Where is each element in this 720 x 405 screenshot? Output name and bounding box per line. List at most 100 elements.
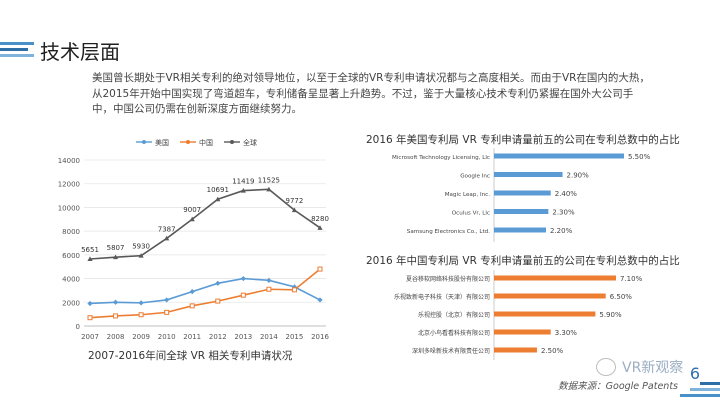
us-ranking-chart: Microsoft Technology Licensing, Llc 5.50%… [392,148,651,242]
series-line-0 [89,277,321,305]
category-label: Google Inc [460,174,490,180]
x-tick-label: 2010 [158,333,176,341]
data-label: 8280 [311,215,329,223]
legend-item: 美国 [136,138,169,147]
data-point [291,287,297,293]
data-label: 7387 [158,225,176,233]
category-label: 乐视控股（北京）有限公司 [418,311,490,319]
data-point [112,299,119,305]
bar-value-label: 2.90% [567,172,590,180]
line-chart: 0 2000 4000 6000 8000 10000 12000 14000 2007 2008… [48,128,338,358]
bar-value-label: 2.50% [541,347,564,355]
data-label: 10691 [207,186,229,194]
data-point [87,256,93,261]
x-tick-label: 2011 [183,333,201,341]
data-point [112,254,119,260]
bar [494,209,549,214]
data-point [215,280,221,286]
x-tick-label: 2013 [234,333,252,341]
legend-item: 中国 [180,138,213,147]
legend-label: 中国 [199,138,213,147]
watermark: VR新观察 [596,356,716,380]
category-label: 乐视致新电子科技（天津）有限公司 [394,293,490,301]
bar [494,329,551,335]
category-label: Oculus Vr, Llc [452,211,490,217]
data-point [87,300,93,307]
data-point [215,196,221,202]
watermark-text: VR新观察 [622,360,684,376]
data-point [138,253,144,258]
data-point [138,312,144,318]
y-tick-label: 10000 [58,204,80,212]
cn-ranking-chart: 夏谷移软网络科技股份有限公司 7.10% 乐视致新电子科技（天津）有限公司 6.50%… [394,270,643,360]
bar-value-label: 6.50% [610,293,633,301]
data-point [87,315,93,321]
data-label: 11419 [232,178,254,186]
data-point [317,266,323,272]
x-tick-label: 2007 [81,333,99,341]
data-source: 数据来源：Google Patents [558,381,678,392]
x-tick-label: 2015 [286,333,304,341]
data-point [189,216,195,222]
bar-value-label: 3.30% [555,329,578,337]
bar [494,275,616,281]
data-point [240,275,246,282]
data-point [266,286,272,292]
category-label: 深圳多哚新技术有限责任公司 [412,347,490,355]
legend-marker [186,140,190,144]
x-tick-label: 2012 [209,333,227,341]
series-line-1 [89,268,321,319]
bar [494,227,546,233]
data-point [240,292,246,298]
title-decoration [0,42,34,60]
bar [494,311,596,317]
data-label: 5651 [81,246,99,254]
corner-decoration [672,375,720,405]
page-number: 6 [689,364,700,383]
wechat-icon [596,358,616,376]
data-label: 5930 [132,243,150,251]
data-point [113,313,119,319]
data-point [164,235,170,241]
legend-item: 全球 [224,138,257,147]
y-tick-label: 8000 [62,228,80,236]
bar [494,190,551,196]
bar-value-label: 5.90% [599,311,622,319]
y-tick-label: 6000 [62,252,80,260]
category-label: 北京小鸟看看科技有限公司 [418,329,490,337]
legend-label: 美国 [155,138,169,147]
legend-marker [142,140,146,144]
data-point [317,225,323,230]
bar-value-label: 5.50% [628,153,651,161]
data-point [164,309,170,315]
category-label: Samsung Electronics Co., Ltd. [407,229,490,235]
data-label: 5807 [107,244,125,252]
y-tick-label: 2000 [62,299,80,307]
intro-paragraph: 美国曾长期处于VR相关专利的绝对领导地位，以至于全球的VR专利申请状况都与之高度… [92,72,650,115]
category-label: 夏谷移软网络科技股份有限公司 [406,275,490,283]
bar-value-label: 2.30% [552,209,575,217]
bar-value-label: 7.10% [620,275,643,283]
x-tick-label: 2008 [107,333,125,341]
data-label: 11525 [258,176,280,184]
bar [494,347,537,353]
bar [494,153,624,159]
data-point [240,188,246,193]
data-point [266,186,272,192]
category-label: Magic Leap, Inc. [445,192,490,198]
cn-ranking-title: 2016 年中国专利局 VR 专利申请量前五的公司在专利总数中的占比 [366,255,680,267]
y-tick-label: 14000 [58,157,80,165]
page-title: 技术层面 [40,40,120,64]
line-chart-caption: 2007-2016年间全球 VR 相关专利申请状况 [88,350,293,362]
x-tick-label: 2009 [132,333,150,341]
y-tick-label: 12000 [58,181,80,189]
data-label: 9772 [286,197,304,205]
x-tick-label: 2014 [260,333,278,341]
y-tick-label: 0 [76,323,80,331]
data-label: 9007 [183,206,201,214]
category-label: Microsoft Technology Licensing, Llc [392,155,490,161]
data-point [215,298,221,304]
bar-value-label: 2.40% [555,190,578,198]
y-tick-label: 4000 [62,276,80,284]
series-line-2 [89,188,321,260]
